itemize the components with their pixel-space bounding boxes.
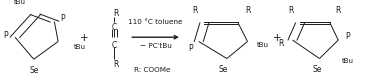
Text: +: +: [80, 33, 88, 43]
Text: P: P: [60, 14, 65, 23]
Text: R: R: [192, 6, 198, 15]
Text: tBu: tBu: [257, 42, 269, 48]
Text: Se: Se: [218, 65, 228, 74]
Text: R: COOMe: R: COOMe: [134, 67, 170, 73]
Text: R: R: [288, 6, 293, 15]
Text: − PC′tBu: − PC′tBu: [140, 43, 171, 49]
Text: R: R: [279, 39, 284, 48]
Text: 110 °C toluene: 110 °C toluene: [128, 19, 183, 25]
Text: R: R: [335, 6, 340, 15]
Text: R: R: [245, 6, 250, 15]
Text: P: P: [3, 31, 8, 40]
Text: Se: Se: [313, 65, 322, 74]
Text: R: R: [114, 9, 119, 18]
Text: +: +: [273, 33, 282, 43]
Text: tBu: tBu: [74, 44, 86, 50]
Text: R: R: [114, 60, 119, 69]
Text: P: P: [188, 44, 193, 53]
Text: tBu: tBu: [342, 58, 354, 64]
Text: C: C: [111, 41, 117, 50]
Text: tBu: tBu: [14, 0, 26, 5]
Text: P: P: [345, 32, 350, 41]
Text: C: C: [111, 23, 117, 32]
Text: Se: Se: [30, 66, 39, 75]
